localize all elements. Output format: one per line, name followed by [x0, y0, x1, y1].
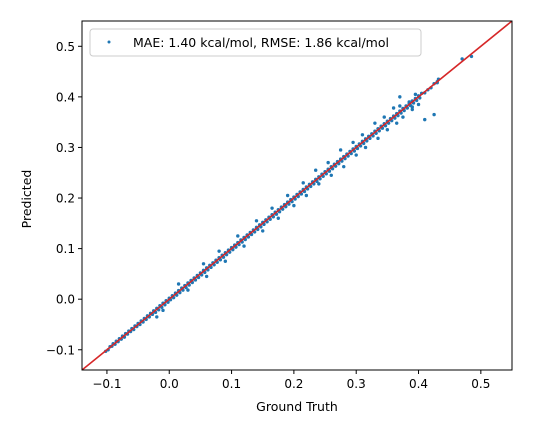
data-point: [342, 164, 346, 169]
x-axis-label: Ground Truth: [256, 399, 338, 414]
data-point: [223, 259, 228, 263]
data-point: [376, 136, 380, 141]
data-point: [285, 193, 290, 198]
data-point: [326, 160, 330, 165]
data-point: [217, 249, 221, 253]
data-point: [201, 262, 206, 266]
data-point: [401, 115, 405, 119]
data-point: [301, 181, 305, 185]
x-tick-label: 0.4: [409, 377, 428, 391]
data-point: [317, 182, 321, 186]
x-tick-label: 0.1: [222, 377, 241, 391]
y-tick-label: 0.1: [56, 242, 75, 256]
reference-line-group: [82, 21, 512, 370]
x-tick-label: 0.5: [471, 377, 490, 391]
data-point: [398, 104, 402, 108]
data-point: [304, 193, 309, 198]
legend-box: [89, 28, 422, 57]
y-tick-label: 0.5: [56, 40, 75, 54]
data-point: [329, 173, 333, 177]
y-tick-label: −0.1: [46, 343, 75, 357]
data-point: [423, 117, 427, 122]
data-point: [373, 121, 377, 125]
data-point: [398, 95, 402, 99]
data-point: [176, 282, 181, 286]
y-axis-ticks: −0.1 0.0 0.1 0.2 0.3 0.4 0.5: [46, 40, 82, 357]
legend: MAE: 1.40 kcal/mol, RMSE: 1.86 kcal/mol: [89, 28, 422, 57]
data-point: [416, 102, 421, 107]
x-axis-ticks: −0.1 0.0 0.1 0.2 0.3 0.4 0.5: [92, 370, 490, 391]
data-point: [391, 106, 396, 110]
x-tick-label: 0.0: [160, 377, 179, 391]
data-point: [410, 107, 414, 112]
x-tick-label: 0.3: [347, 377, 366, 391]
data-point: [270, 206, 274, 210]
data-point: [432, 112, 436, 117]
plot-frame: [81, 20, 513, 371]
identity-reference-line: [82, 21, 512, 370]
y-tick-label: 0.4: [56, 90, 75, 104]
x-tick-label: 0.2: [284, 377, 303, 391]
data-point: [363, 145, 368, 150]
data-point: [385, 128, 390, 132]
legend-label: MAE: 1.40 kcal/mol, RMSE: 1.86 kcal/mol: [133, 35, 389, 50]
data-point: [186, 288, 190, 292]
data-point: [354, 153, 358, 157]
data-point: [351, 140, 355, 145]
data-point: [261, 229, 265, 233]
data-point: [161, 308, 165, 313]
data-point: [242, 244, 246, 248]
data-point: [314, 168, 318, 172]
data-point: [410, 105, 414, 109]
data-point: [338, 148, 343, 152]
data-point: [204, 274, 209, 279]
y-tick-label: 0.2: [56, 192, 75, 206]
data-point: [382, 115, 386, 119]
data-point: [413, 92, 418, 97]
data-point: [155, 315, 159, 319]
data-point: [360, 133, 365, 137]
data-point: [236, 234, 240, 238]
y-axis-label: Predicted: [19, 170, 34, 229]
legend-marker: [107, 40, 111, 44]
data-point: [276, 216, 280, 220]
data-point: [254, 219, 259, 223]
y-tick-label: 0.3: [56, 141, 75, 155]
data-point: [395, 121, 399, 125]
y-tick-label: 0.0: [56, 293, 75, 307]
x-tick-label: −0.1: [92, 377, 121, 391]
data-point: [292, 203, 296, 208]
